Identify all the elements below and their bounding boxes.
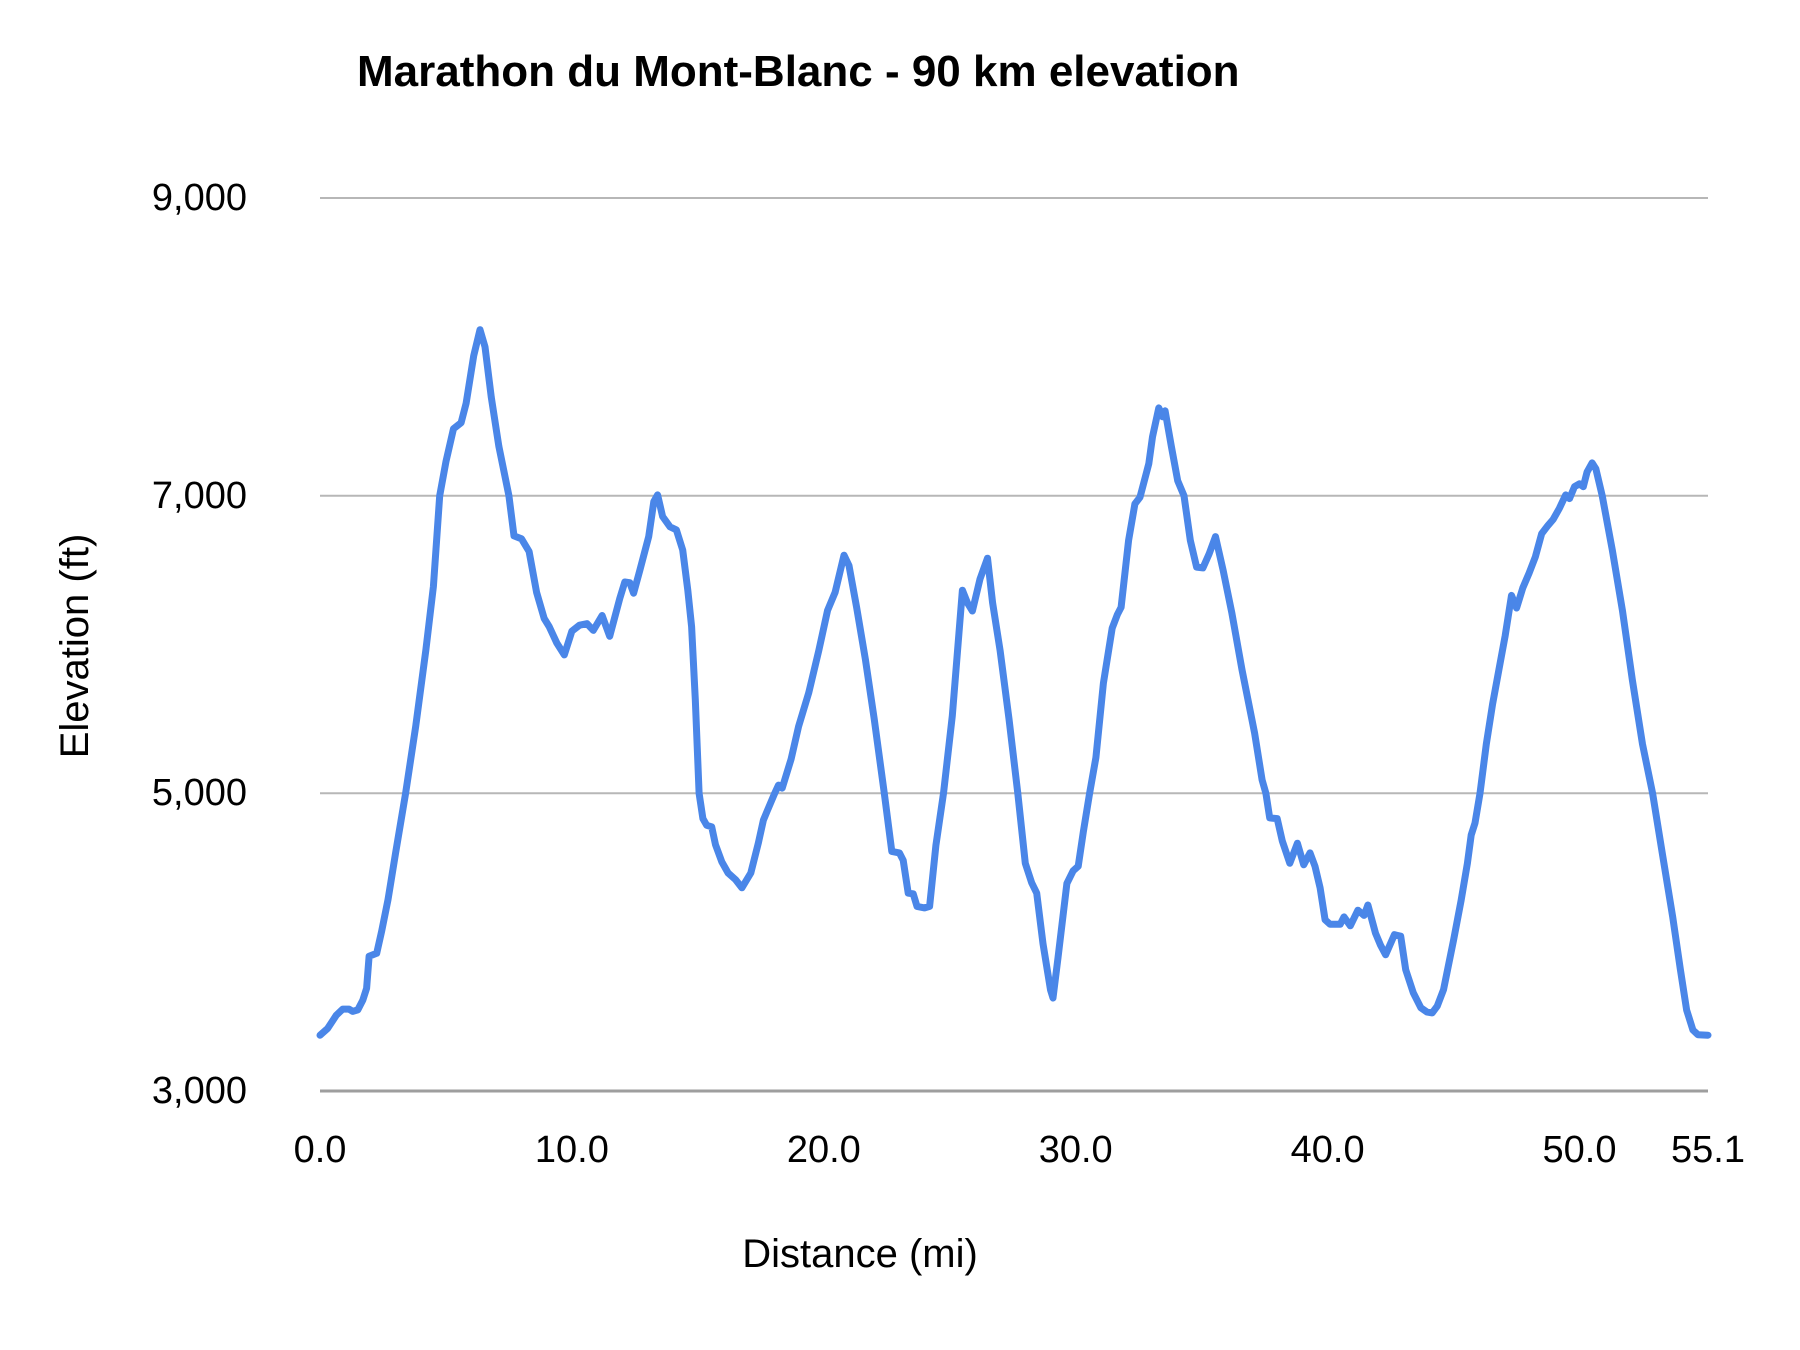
x-tick-label: 20.0 [786,1129,861,1171]
y-tick-label: 3,000 [151,1070,247,1112]
y-tick-label: 5,000 [151,772,247,815]
x-tick-label: 0.0 [293,1129,347,1171]
x-tick-label: 50.0 [1542,1129,1617,1171]
x-tick-label: 40.0 [1290,1129,1365,1171]
x-axis-title: Distance (mi) [742,1232,978,1276]
y-tick-label: 7,000 [151,474,247,517]
y-tick-label: 9,000 [151,177,247,219]
x-tick-label: 10.0 [534,1129,609,1171]
x-tick-label: 30.0 [1038,1129,1113,1171]
x-tick-label: 55.1 [1671,1129,1745,1171]
chart-title: Marathon du Mont-Blanc - 90 km elevation [357,47,1240,96]
